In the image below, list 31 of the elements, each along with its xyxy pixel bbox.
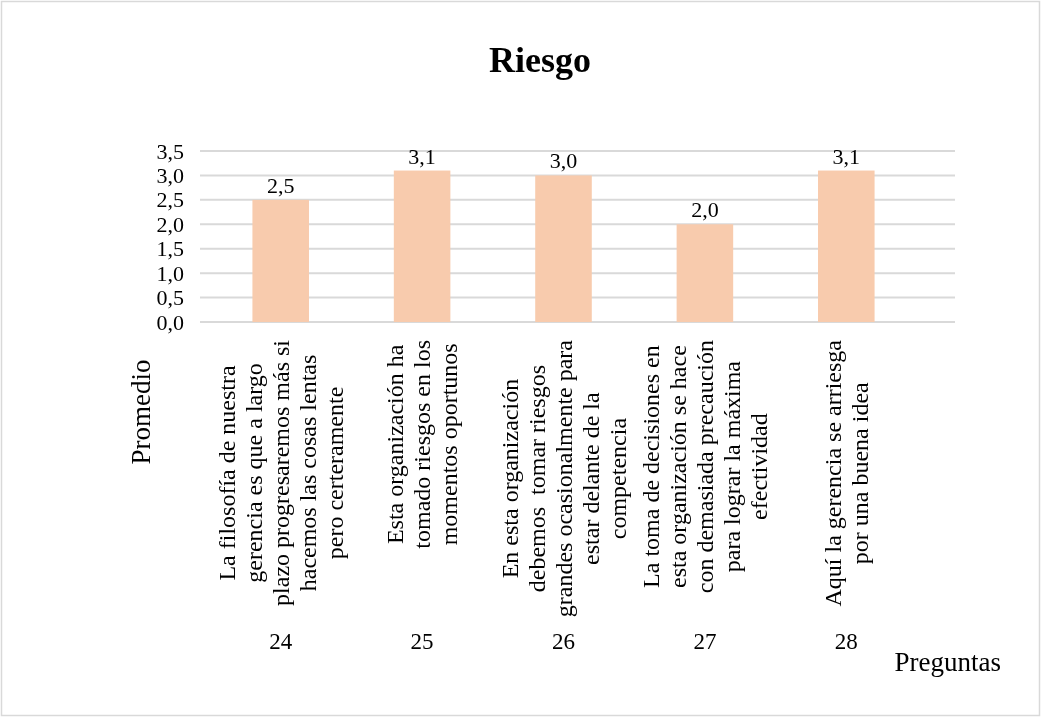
bar [252,199,309,322]
data-label: 3,1 [408,143,436,169]
bar [535,175,592,322]
x-tick-label: Esta organización ha tomado riesgos en los momentos oportunos [382,340,463,549]
text: 25 [410,629,434,654]
y-tick-label: 2,0 [156,211,184,237]
y-tick-label: 3,5 [156,138,184,164]
y-tick-label: 0,0 [156,309,184,335]
bar [676,224,734,322]
bar [393,170,451,322]
x-tick-label: La toma de decisiones en esta organización se hace con demasiada precaución para lograr la máxima efectividad [637,339,772,594]
data-label: 2,0 [691,197,719,223]
text: 27 [693,629,717,654]
chart-title: Riesgo [489,40,591,80]
text: 28 [834,629,858,654]
bar [818,170,875,322]
x-tick-label: Aquí la gerencia se arriesga por una buena idea [819,339,873,607]
data-label: 3,1 [832,143,861,169]
y-tick-label: 0,5 [156,285,184,311]
x-tick-label: La filosofía de nuestra gerencia es que a largo plazo progresaremos más si hacemos las cosas lentas pero certeramente [213,339,348,606]
y-tick-label: 2,5 [156,187,184,213]
y-tick-label: 1,5 [156,236,184,262]
data-label: 2,5 [266,172,295,198]
y-tick-label: 1,0 [156,260,184,286]
data-label: 3,0 [549,148,578,174]
y-tick-label: 3,0 [156,162,184,188]
y-axis-title: Promedio [126,359,156,465]
x-tick-label: En esta organización debemos tomar riesgos grandes ocasionalmente para estar delante de la competencia [496,339,631,618]
text: 26 [552,629,575,654]
x-axis-title: Preguntas [894,647,1001,677]
text: 24 [269,629,293,654]
